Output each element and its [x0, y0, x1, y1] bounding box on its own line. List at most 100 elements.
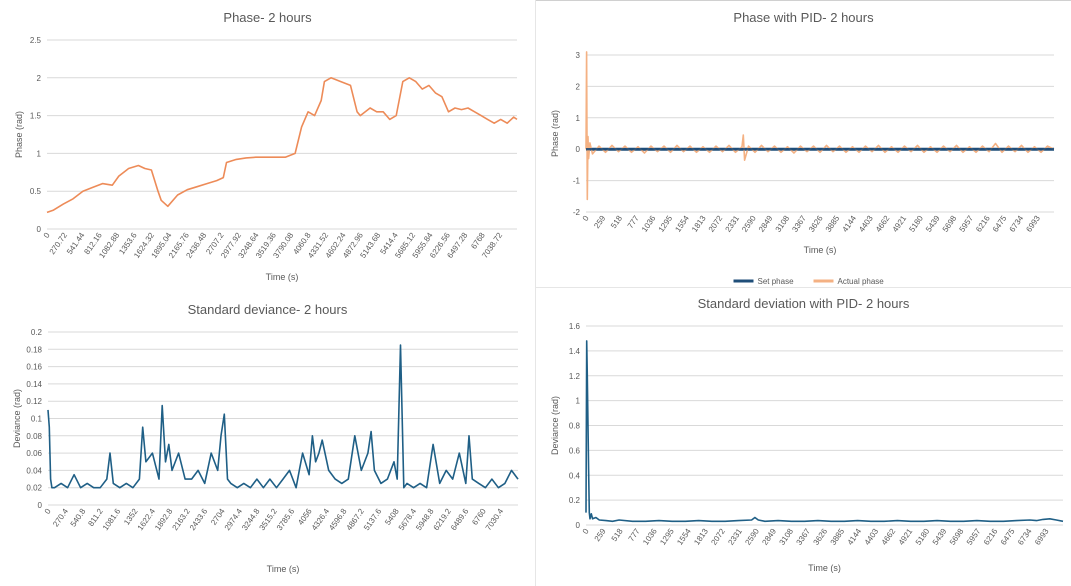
- x-axis-label: Time (s): [267, 564, 300, 574]
- y-tick-label: 0.2: [31, 328, 43, 337]
- chart-standard-deviance-2-hours: Standard deviance- 2 hours 0 0.02 0.04 0.06 0…: [0, 293, 535, 586]
- x-tick-label: 3785.6: [275, 507, 297, 533]
- y-tick-label: 0.14: [26, 380, 42, 389]
- x-tick-label: 3367: [795, 527, 813, 547]
- chart-title: Phase with PID- 2 hours: [733, 10, 874, 25]
- x-tick-label: 518: [609, 214, 624, 231]
- x-tick-label: 777: [627, 527, 642, 544]
- y-tick-label: 0: [576, 145, 581, 154]
- x-tick-label: 1295: [657, 214, 675, 234]
- x-tick-label: 6489.6: [449, 507, 471, 533]
- x-tick-label: 1813: [690, 214, 708, 234]
- series-line-actual-phase: [585, 51, 1055, 201]
- x-tick-label: 6475: [991, 214, 1009, 234]
- chart-svg: Standard deviation with PID- 2 hours 0 0.2…: [550, 296, 1064, 573]
- x-tick-label: 3885: [824, 214, 842, 234]
- x-tick-label: 6734: [1008, 214, 1026, 234]
- y-axis-label: Phase (rad): [14, 111, 24, 158]
- x-tick-label: 6216: [974, 214, 992, 234]
- y-tick-label: -1: [573, 177, 581, 186]
- y-tick-label: 1: [576, 114, 581, 123]
- top-border-line: [536, 0, 1071, 1]
- x-tick-label: 0: [581, 214, 591, 223]
- y-tick-label: 1: [37, 149, 42, 158]
- x-tick-label: 3108: [774, 214, 792, 234]
- chart-svg: Standard deviance- 2 hours 0 0.02 0.04 0.06 0…: [12, 302, 519, 574]
- y-axis-label: Deviance (rad): [12, 389, 22, 448]
- y-tick-label: 1.4: [569, 347, 581, 356]
- y-tick-label: 0.18: [26, 345, 42, 354]
- vertical-divider: [535, 0, 536, 586]
- x-tick-label: 4403: [863, 527, 881, 547]
- y-tick-label: 1: [576, 397, 581, 406]
- x-tick-label: 518: [610, 527, 625, 544]
- y-tick-label: 2: [576, 82, 581, 91]
- series-line-1: [47, 344, 519, 489]
- y-tick-label: -2: [573, 208, 581, 217]
- x-tick-label: 6993: [1024, 214, 1042, 234]
- chart-phase-2-hours: Phase- 2 hours 0 0.5 1 1.5 2 2.5 0 270.72 541.44 8…: [0, 0, 535, 290]
- y-tick-label: 0.08: [26, 432, 42, 441]
- y-tick-label: 3: [576, 51, 581, 60]
- x-tick-label: 0: [43, 507, 53, 516]
- y-tick-label: 1.6: [569, 322, 581, 331]
- x-tick-label: 2849: [757, 214, 775, 234]
- y-tick-label: 1.2: [569, 372, 581, 381]
- horizontal-divider: [536, 287, 1071, 288]
- x-tick-label: 259: [592, 214, 607, 231]
- y-tick-label: 1.5: [30, 112, 42, 121]
- chart-svg: Phase- 2 hours00.511.522.50270.72541.448…: [14, 10, 518, 282]
- x-tick-label: 5698: [948, 527, 966, 547]
- x-axis-label: Time (s): [808, 563, 841, 573]
- x-tick-label: 2331: [726, 527, 744, 547]
- x-tick-label: 2072: [707, 214, 725, 234]
- y-tick-label: 0.06: [26, 449, 42, 458]
- x-tick-label: 259: [593, 527, 608, 544]
- y-tick-label: 0.2: [569, 496, 581, 505]
- y-tick-label: 0.12: [26, 397, 42, 406]
- x-tick-label: 3108: [777, 527, 795, 547]
- x-tick-label: 3626: [812, 527, 830, 547]
- x-tick-label: 5439: [924, 214, 942, 234]
- x-tick-label: 4403: [857, 214, 875, 234]
- x-tick-label: 5180: [907, 214, 925, 234]
- y-tick-label: 0.6: [569, 446, 581, 455]
- x-tick-label: 2849: [760, 527, 778, 547]
- x-tick-label: 270.4: [51, 507, 70, 529]
- x-tick-label: 6475: [999, 527, 1017, 547]
- x-tick-label: 1295: [658, 527, 676, 547]
- series-line-1: [585, 340, 1064, 523]
- x-tick-label: 5439: [931, 527, 949, 547]
- x-tick-label: 2590: [743, 527, 761, 547]
- x-tick-label: 1554: [675, 527, 693, 547]
- x-tick-label: 1036: [641, 527, 659, 547]
- y-tick-label: 0: [37, 225, 42, 234]
- y-tick-label: 0: [576, 521, 581, 530]
- legend-label-set-phase: Set phase: [758, 277, 795, 286]
- chart-phase-with-pid-2-hours: Phase with PID- 2 hours -2 -1 0 1 2 3 0 259 518 77…: [536, 0, 1071, 290]
- x-tick-label: 3885: [829, 527, 847, 547]
- y-tick-label: 0.02: [26, 484, 42, 493]
- chart-title: Phase- 2 hours: [223, 10, 312, 25]
- y-tick-label: 0: [38, 501, 43, 510]
- x-tick-label: 7030.4: [484, 507, 506, 533]
- x-tick-label: 6216: [982, 527, 1000, 547]
- series-line-1: [46, 77, 518, 214]
- x-tick-label: 4662: [874, 214, 892, 234]
- y-tick-label: 0.4: [569, 471, 581, 480]
- x-tick-label: 2072: [709, 527, 727, 547]
- x-tick-label: 0: [581, 527, 591, 536]
- x-tick-label: 3626: [807, 214, 825, 234]
- x-tick-label: 5957: [957, 214, 975, 234]
- chart-title: Standard deviation with PID- 2 hours: [698, 296, 910, 311]
- x-tick-label: 2433.6: [188, 507, 210, 533]
- x-tick-label: 4921: [897, 527, 915, 547]
- x-tick-label: 4144: [840, 214, 858, 234]
- x-tick-label: 6734: [1016, 527, 1034, 547]
- x-tick-label: 2331: [723, 214, 741, 234]
- x-axis-label: Time (s): [266, 272, 299, 282]
- x-tick-label: 1813: [692, 527, 710, 547]
- x-tick-label: 2590: [740, 214, 758, 234]
- x-tick-label: 5698: [941, 214, 959, 234]
